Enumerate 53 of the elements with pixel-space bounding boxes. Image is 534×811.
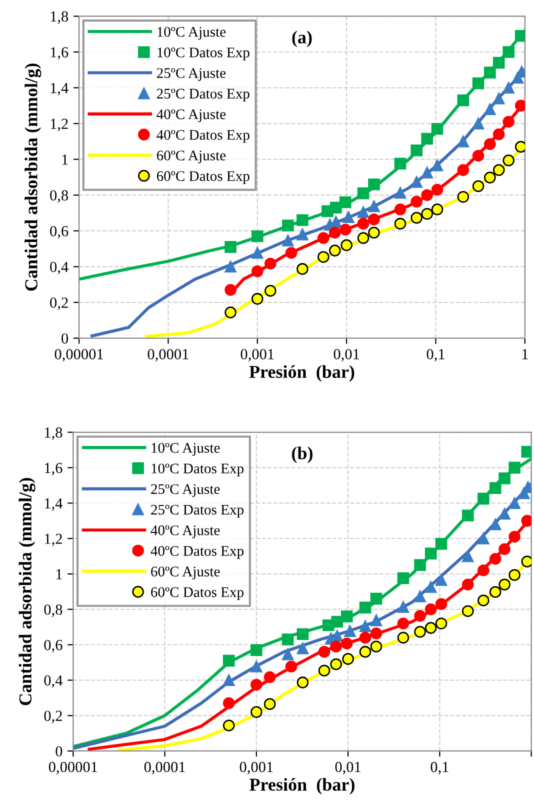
legend-label: 60ºC Datos Exp xyxy=(156,171,250,184)
legend-label: 10ºC Ajuste xyxy=(158,26,226,40)
legend-label: 40ºC Ajuste xyxy=(150,525,220,538)
y-tick-label: 0 xyxy=(62,333,68,344)
legend-label: 60ºC Ajuste xyxy=(156,150,226,164)
x-tick-label: 0,01 xyxy=(335,762,361,774)
legend-label: 25ºC Ajuste xyxy=(151,484,220,497)
legend-label: 10ºC Ajuste xyxy=(152,442,220,456)
x-tick-label: 1 xyxy=(522,349,528,360)
x-axis-title: Presión (bar) xyxy=(249,365,354,382)
x-tick-label: 0,1 xyxy=(426,349,444,362)
y-axis-title: Cantidad adsorbida (mmol/g) xyxy=(24,64,42,291)
legend-label: 10ºC Datos Exp xyxy=(152,464,244,476)
x-tick-label: 0,0001 xyxy=(148,349,188,362)
y-tick-label: 1,2 xyxy=(50,118,68,132)
y-tick-label: 1,4 xyxy=(50,82,68,96)
y-tick-label: 0,4 xyxy=(44,675,63,688)
legend-label: 60ºC Ajuste xyxy=(151,566,220,580)
x-tick-label: 0,001 xyxy=(240,349,274,362)
x-axis-title: Presión (bar) xyxy=(250,778,354,794)
y-tick-label: 1 xyxy=(56,569,62,580)
x-tick-label: 0,00001 xyxy=(54,349,103,362)
y-tick-label: 0,8 xyxy=(44,604,62,617)
legend-label: 25ºC Ajuste xyxy=(156,68,226,81)
x-tick-label: 0,00001 xyxy=(48,762,98,774)
y-tick-label: 1,2 xyxy=(44,534,62,546)
y-tick-label: 0,8 xyxy=(50,190,68,203)
legend-label: 40ºC Ajuste xyxy=(156,109,226,122)
legend-label: 60ºC Datos Exp xyxy=(151,587,244,600)
y-tick-label: 1,6 xyxy=(44,462,62,476)
y-tick-label: 0,4 xyxy=(50,262,68,274)
y-tick-label: 0,2 xyxy=(44,710,62,724)
x-tick-label: 0,0001 xyxy=(144,762,185,774)
y-tick-label: 0 xyxy=(56,746,62,756)
legend-label: 40ºC Datos Exp xyxy=(150,546,244,559)
x-tick-label: 0,1 xyxy=(430,762,448,774)
y-tick-label: 0,6 xyxy=(44,640,62,652)
y-tick-label: 1,8 xyxy=(50,11,68,24)
x-tick-label: 0,01 xyxy=(334,349,360,362)
annotation: (b) xyxy=(292,446,312,463)
y-tick-label: 1,4 xyxy=(44,498,63,511)
y-axis-title: Cantidad adsorbida (mmol/g) xyxy=(18,478,36,706)
y-tick-label: 1,8 xyxy=(44,427,62,440)
x-tick-label: 0,001 xyxy=(240,762,273,774)
y-tick-label: 0,6 xyxy=(50,226,68,239)
y-tick-label: 1 xyxy=(62,154,68,165)
legend-label: 10ºC Datos Exp xyxy=(158,48,250,60)
legend-label: 40ºC Datos Exp xyxy=(156,130,250,143)
annotation: (a) xyxy=(292,30,312,48)
y-tick-label: 1,6 xyxy=(50,47,68,60)
legend-label: 25ºC Datos Exp xyxy=(156,88,250,102)
legend-label: 25ºC Datos Exp xyxy=(151,504,244,518)
y-tick-label: 0,2 xyxy=(50,298,68,310)
